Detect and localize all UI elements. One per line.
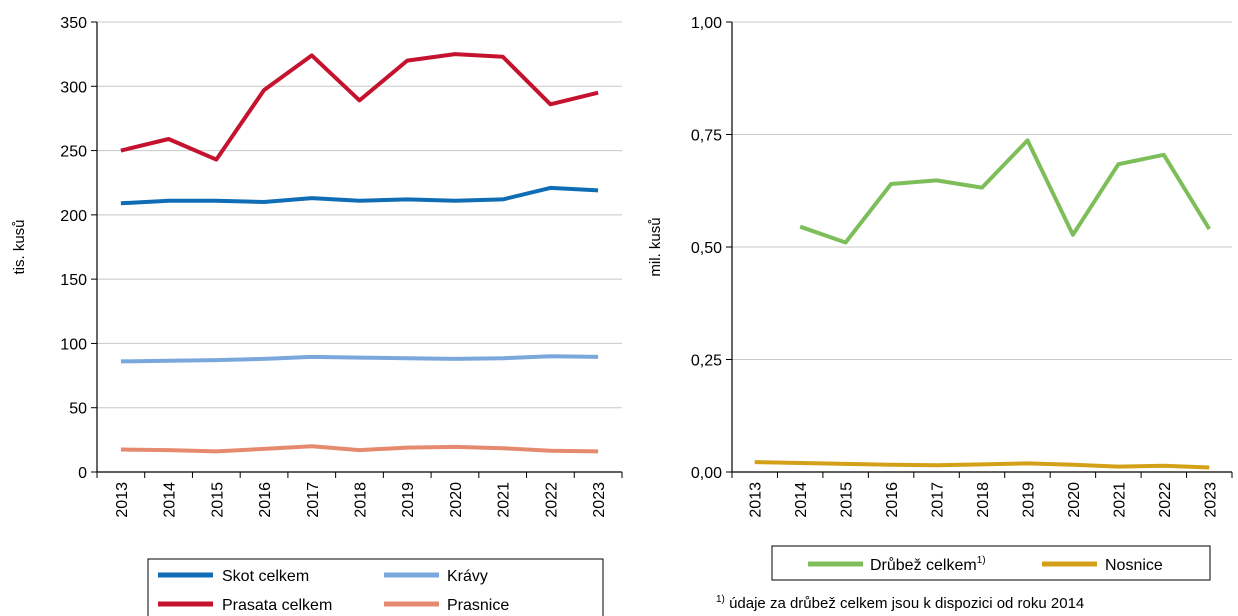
right-y-tick-label: 0,25 [691, 353, 722, 370]
legend-label-skot: Skot celkem [222, 568, 309, 585]
right-y-tick-label: 0,75 [691, 128, 722, 145]
right-x-tick-label: 2021 [1111, 482, 1128, 518]
right-x-tick-label: 2013 [748, 482, 765, 518]
right-series-lines [754, 138, 1212, 470]
left-x-tick-label: 2015 [209, 482, 226, 518]
left-x-ticks: 2013 2014 2015 2016 2017 2018 2019 2020 2021 2022… [96, 472, 623, 518]
left-x-tick-label: 2023 [591, 482, 608, 518]
right-x-tick-label: 2016 [884, 482, 901, 518]
left-legend: Skot celkem Krávy Prasata celkem Prasnic… [147, 558, 604, 616]
right-x-tick-label: 2020 [1066, 482, 1083, 518]
left-series-line-skot-celkem [120, 185, 599, 206]
legend-label-prasnice: Prasnice [447, 597, 509, 614]
right-gridlines [732, 21, 1232, 360]
right-y-tick-label: 0,00 [691, 465, 722, 482]
footnote: 1) údaje za drůbež celkem jsou k dispozi… [716, 594, 1084, 612]
right-series-line-drubez-celkem [799, 138, 1212, 245]
right-y-axis-label: mil. kusů [647, 217, 664, 276]
left-y-tick-label: 0 [78, 465, 87, 482]
right-x-tick-label: 2015 [839, 482, 856, 518]
left-series-line-prasnice [120, 444, 599, 454]
left-y-tick-label: 100 [60, 336, 87, 353]
left-series-line-prasata-celkem [120, 52, 599, 162]
right-legend: Drůbež celkem1) Nosnice [771, 545, 1211, 581]
left-x-tick-label: 2017 [305, 482, 322, 518]
right-y-tick-label: 1,00 [691, 15, 722, 32]
left-x-tick-label: 2019 [400, 482, 417, 518]
left-x-tick-label: 2022 [543, 482, 560, 518]
left-x-tick-label: 2018 [353, 482, 370, 518]
left-series-lines [120, 52, 599, 454]
left-y-tick-label: 350 [60, 15, 87, 32]
left-x-tick-label: 2014 [162, 482, 179, 518]
right-x-tick-label: 2018 [975, 482, 992, 518]
legend-label-kravy: Krávy [447, 568, 488, 585]
left-x-tick-label: 2020 [448, 482, 465, 518]
left-y-axis-label: tis. kusů [11, 219, 28, 274]
left-x-tick-label: 2021 [496, 482, 513, 518]
right-x-ticks: 2013 2014 2015 2016 2017 2018 2019 2020 2021 2022… [731, 472, 1233, 518]
left-x-tick-label: 2016 [257, 482, 274, 518]
left-y-tick-label: 150 [60, 272, 87, 289]
left-y-tick-label: 50 [69, 401, 87, 418]
right-chart: 0,000,250,500,751,00 2013 2014 2015 2016 201… [647, 15, 1233, 612]
left-y-tick-label: 250 [60, 144, 87, 161]
right-x-tick-label: 2017 [930, 482, 947, 518]
legend-label-drubez: Drůbež celkem1) [870, 555, 986, 574]
right-x-tick-label: 2023 [1202, 482, 1219, 518]
legend-label-nosnice: Nosnice [1105, 557, 1163, 574]
left-y-ticks: 0 50 100 150 200 250 300 350 [60, 15, 97, 482]
left-x-tick-label: 2013 [114, 482, 131, 518]
left-y-tick-label: 300 [60, 79, 87, 96]
legend-label-prasata: Prasata celkem [222, 597, 332, 614]
right-y-tick-label: 0,50 [691, 240, 722, 257]
left-series-line-kravy [120, 354, 599, 364]
left-y-tick-label: 200 [60, 208, 87, 225]
right-y-ticks: 0,00 0,25 0,50 0,75 1,00 [691, 15, 732, 482]
right-x-tick-label: 2022 [1157, 482, 1174, 518]
right-series-line-nosnice [754, 460, 1210, 470]
left-gridlines [97, 21, 622, 409]
right-x-tick-label: 2019 [1020, 482, 1037, 518]
right-x-tick-label: 2014 [793, 482, 810, 518]
